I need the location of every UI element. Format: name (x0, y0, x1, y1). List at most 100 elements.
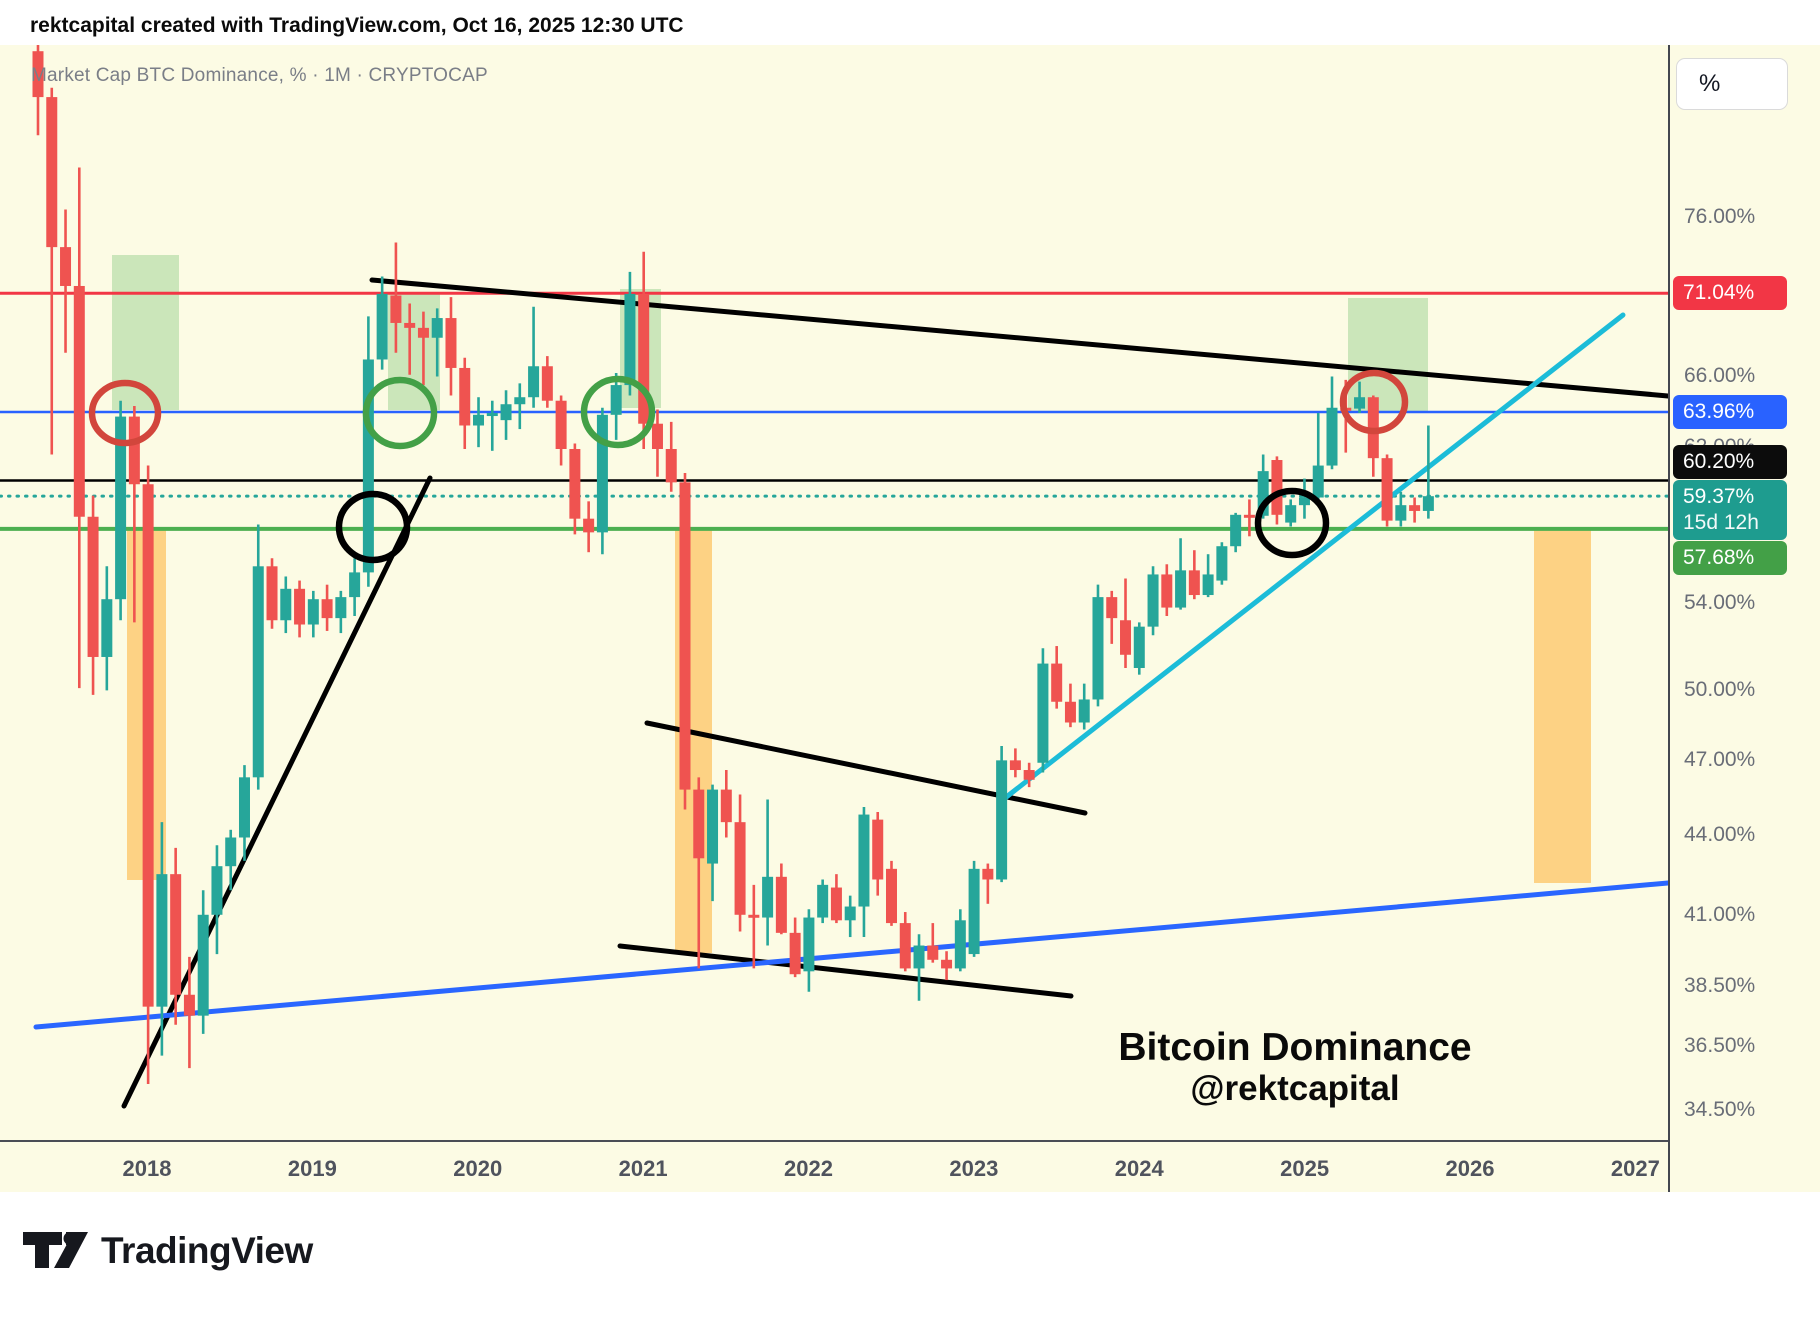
macro-ascending-support (33, 880, 1668, 1030)
candle (1188, 550, 1200, 600)
candle (968, 860, 980, 957)
candle (885, 860, 897, 926)
candle (844, 895, 856, 938)
candle (390, 242, 402, 353)
green-zone-2025 (1348, 298, 1428, 412)
candle (60, 209, 72, 353)
candle (1395, 491, 1407, 527)
candle (1092, 584, 1104, 707)
tradingview-logo-text: TradingView (101, 1230, 313, 1271)
red-circle-2025 (1339, 369, 1409, 435)
orange-band-2026 (1534, 530, 1591, 883)
candle (1354, 381, 1366, 414)
footer: TradingView (0, 1192, 1820, 1318)
candle (1381, 454, 1393, 527)
candle (693, 777, 705, 969)
candle (1064, 683, 1076, 728)
price-tick-label: 47.00% (1684, 748, 1756, 772)
year-label: 2024 (1114, 1156, 1164, 1181)
candle (899, 912, 911, 972)
candle (32, 45, 44, 136)
candle (1409, 497, 1421, 523)
year-label: 2021 (618, 1156, 668, 1181)
price-axis-unit-label: % (1699, 70, 1721, 97)
candle (1285, 499, 1297, 527)
year-label: 2023 (949, 1156, 999, 1181)
resistance-badge: 71.04% (1673, 276, 1787, 310)
candle (789, 917, 801, 978)
year-label: 2027 (1610, 1156, 1660, 1181)
green-circle-2019 (362, 376, 438, 450)
year-label: 2022 (784, 1156, 833, 1181)
price-tick-label: 66.00% (1684, 364, 1756, 388)
price-tick-label: 34.50% (1684, 1097, 1756, 1121)
candle (954, 909, 966, 972)
black-circle-2019 (335, 490, 411, 564)
plot-area (0, 45, 1668, 1109)
candle (707, 784, 719, 902)
year-label: 2026 (1445, 1156, 1495, 1181)
candle (376, 276, 388, 370)
candle (1312, 413, 1324, 502)
bear-channel-lower (617, 943, 1074, 999)
candle (872, 812, 884, 896)
candle (1202, 554, 1214, 598)
green-circle-2020 (580, 375, 656, 449)
candle (913, 934, 925, 1001)
candle (349, 558, 361, 617)
candle (294, 580, 306, 638)
candle (679, 472, 691, 810)
candle (335, 590, 347, 634)
candle (1230, 512, 1242, 553)
candle (528, 306, 540, 408)
candle (473, 397, 485, 448)
symbol-title: Market Cap BTC Dominance, % · 1M · CRYPT… (31, 65, 488, 86)
candle (803, 909, 815, 992)
time-axis[interactable]: 2018 2019 2020 2021 2022 2023 2024 2025 2026 2027 (0, 1140, 1668, 1194)
candle (748, 884, 760, 969)
candle (183, 956, 195, 1069)
candle (142, 465, 154, 1085)
candle (596, 407, 608, 555)
candle (514, 383, 526, 430)
candle (1009, 748, 1021, 778)
price-axis[interactable]: % 76.00%66.00%62.00%54.00%50.00%47.00%44… (1668, 45, 1820, 1192)
candle (1037, 648, 1049, 773)
candle (1120, 578, 1132, 669)
candle (445, 297, 457, 396)
candle (417, 311, 429, 386)
candle (280, 576, 292, 634)
candle (858, 807, 870, 938)
countdown-label: 15d 12h (1683, 511, 1759, 534)
price-tick-label: 41.00% (1684, 902, 1756, 926)
candle (665, 421, 677, 492)
candle (775, 863, 787, 935)
candle (1147, 566, 1159, 636)
candle (1298, 478, 1310, 519)
macro-descending-resistance (369, 277, 1668, 399)
candle (1216, 542, 1228, 585)
candle (211, 845, 223, 955)
price-tick-label: 50.00% (1684, 678, 1756, 702)
candle (1078, 683, 1090, 730)
candle (101, 566, 113, 691)
candle (431, 308, 443, 377)
candle (541, 356, 553, 408)
support-badge: 57.68% (1673, 541, 1787, 575)
year-label: 2025 (1280, 1156, 1330, 1181)
candle (459, 357, 471, 449)
candle (321, 584, 333, 631)
candle (941, 951, 953, 981)
candle (720, 770, 732, 838)
candle (170, 847, 182, 1025)
candle (404, 303, 416, 375)
candle (1367, 395, 1379, 477)
black-circle-2024 (1254, 487, 1330, 559)
candle (307, 590, 319, 638)
candle (555, 395, 567, 466)
year-label: 2018 (122, 1156, 172, 1181)
tradingview-logo-icon (23, 1232, 88, 1268)
price-tick-label: 54.00% (1684, 591, 1756, 615)
candle (996, 746, 1008, 883)
